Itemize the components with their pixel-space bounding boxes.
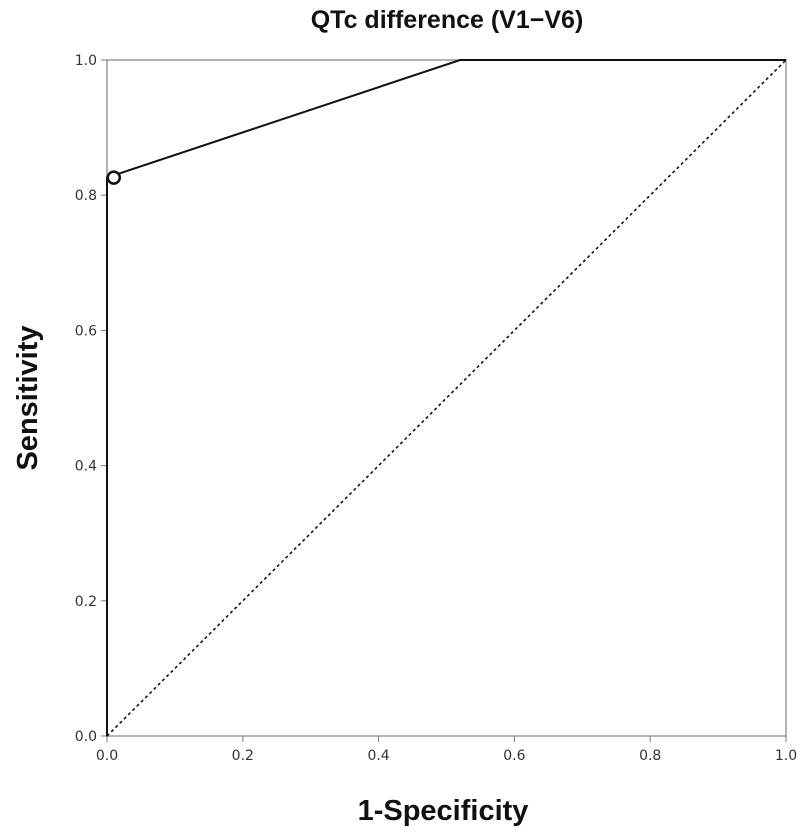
y-axis-label: Sensitivity: [12, 325, 44, 470]
x-tick-label: 0.8: [639, 748, 661, 764]
cutoff-marker: [106, 170, 122, 185]
y-tick-label: 0.0: [75, 729, 97, 745]
x-axis-ticks: 0.0 0.2 0.4 0.6 0.8 1.0: [96, 736, 797, 764]
x-tick-label: 0.0: [96, 748, 118, 764]
y-tick-label: 0.8: [75, 188, 97, 204]
reference-diagonal-line: [106, 59, 787, 737]
y-tick-label: 1.0: [75, 53, 97, 69]
marker-layer: [106, 170, 122, 185]
y-axis-ticks: 0.0 0.2 0.4 0.6 0.8 1.0: [75, 53, 107, 745]
y-tick-label: 0.6: [75, 323, 97, 339]
x-axis-label: 1-Specificity: [358, 795, 529, 827]
x-tick-label: 1.0: [775, 748, 797, 764]
plot-frame: [106, 59, 787, 737]
series-layer: [106, 59, 787, 737]
x-tick-label: 0.6: [503, 748, 525, 764]
y-tick-label: 0.2: [75, 594, 97, 610]
x-tick-label: 0.4: [367, 748, 389, 764]
chart-title: QTc difference (V1−V6): [311, 6, 584, 34]
x-tick-label: 0.2: [232, 748, 254, 764]
roc-curve-line: [106, 59, 786, 736]
y-tick-label: 0.4: [75, 459, 97, 475]
